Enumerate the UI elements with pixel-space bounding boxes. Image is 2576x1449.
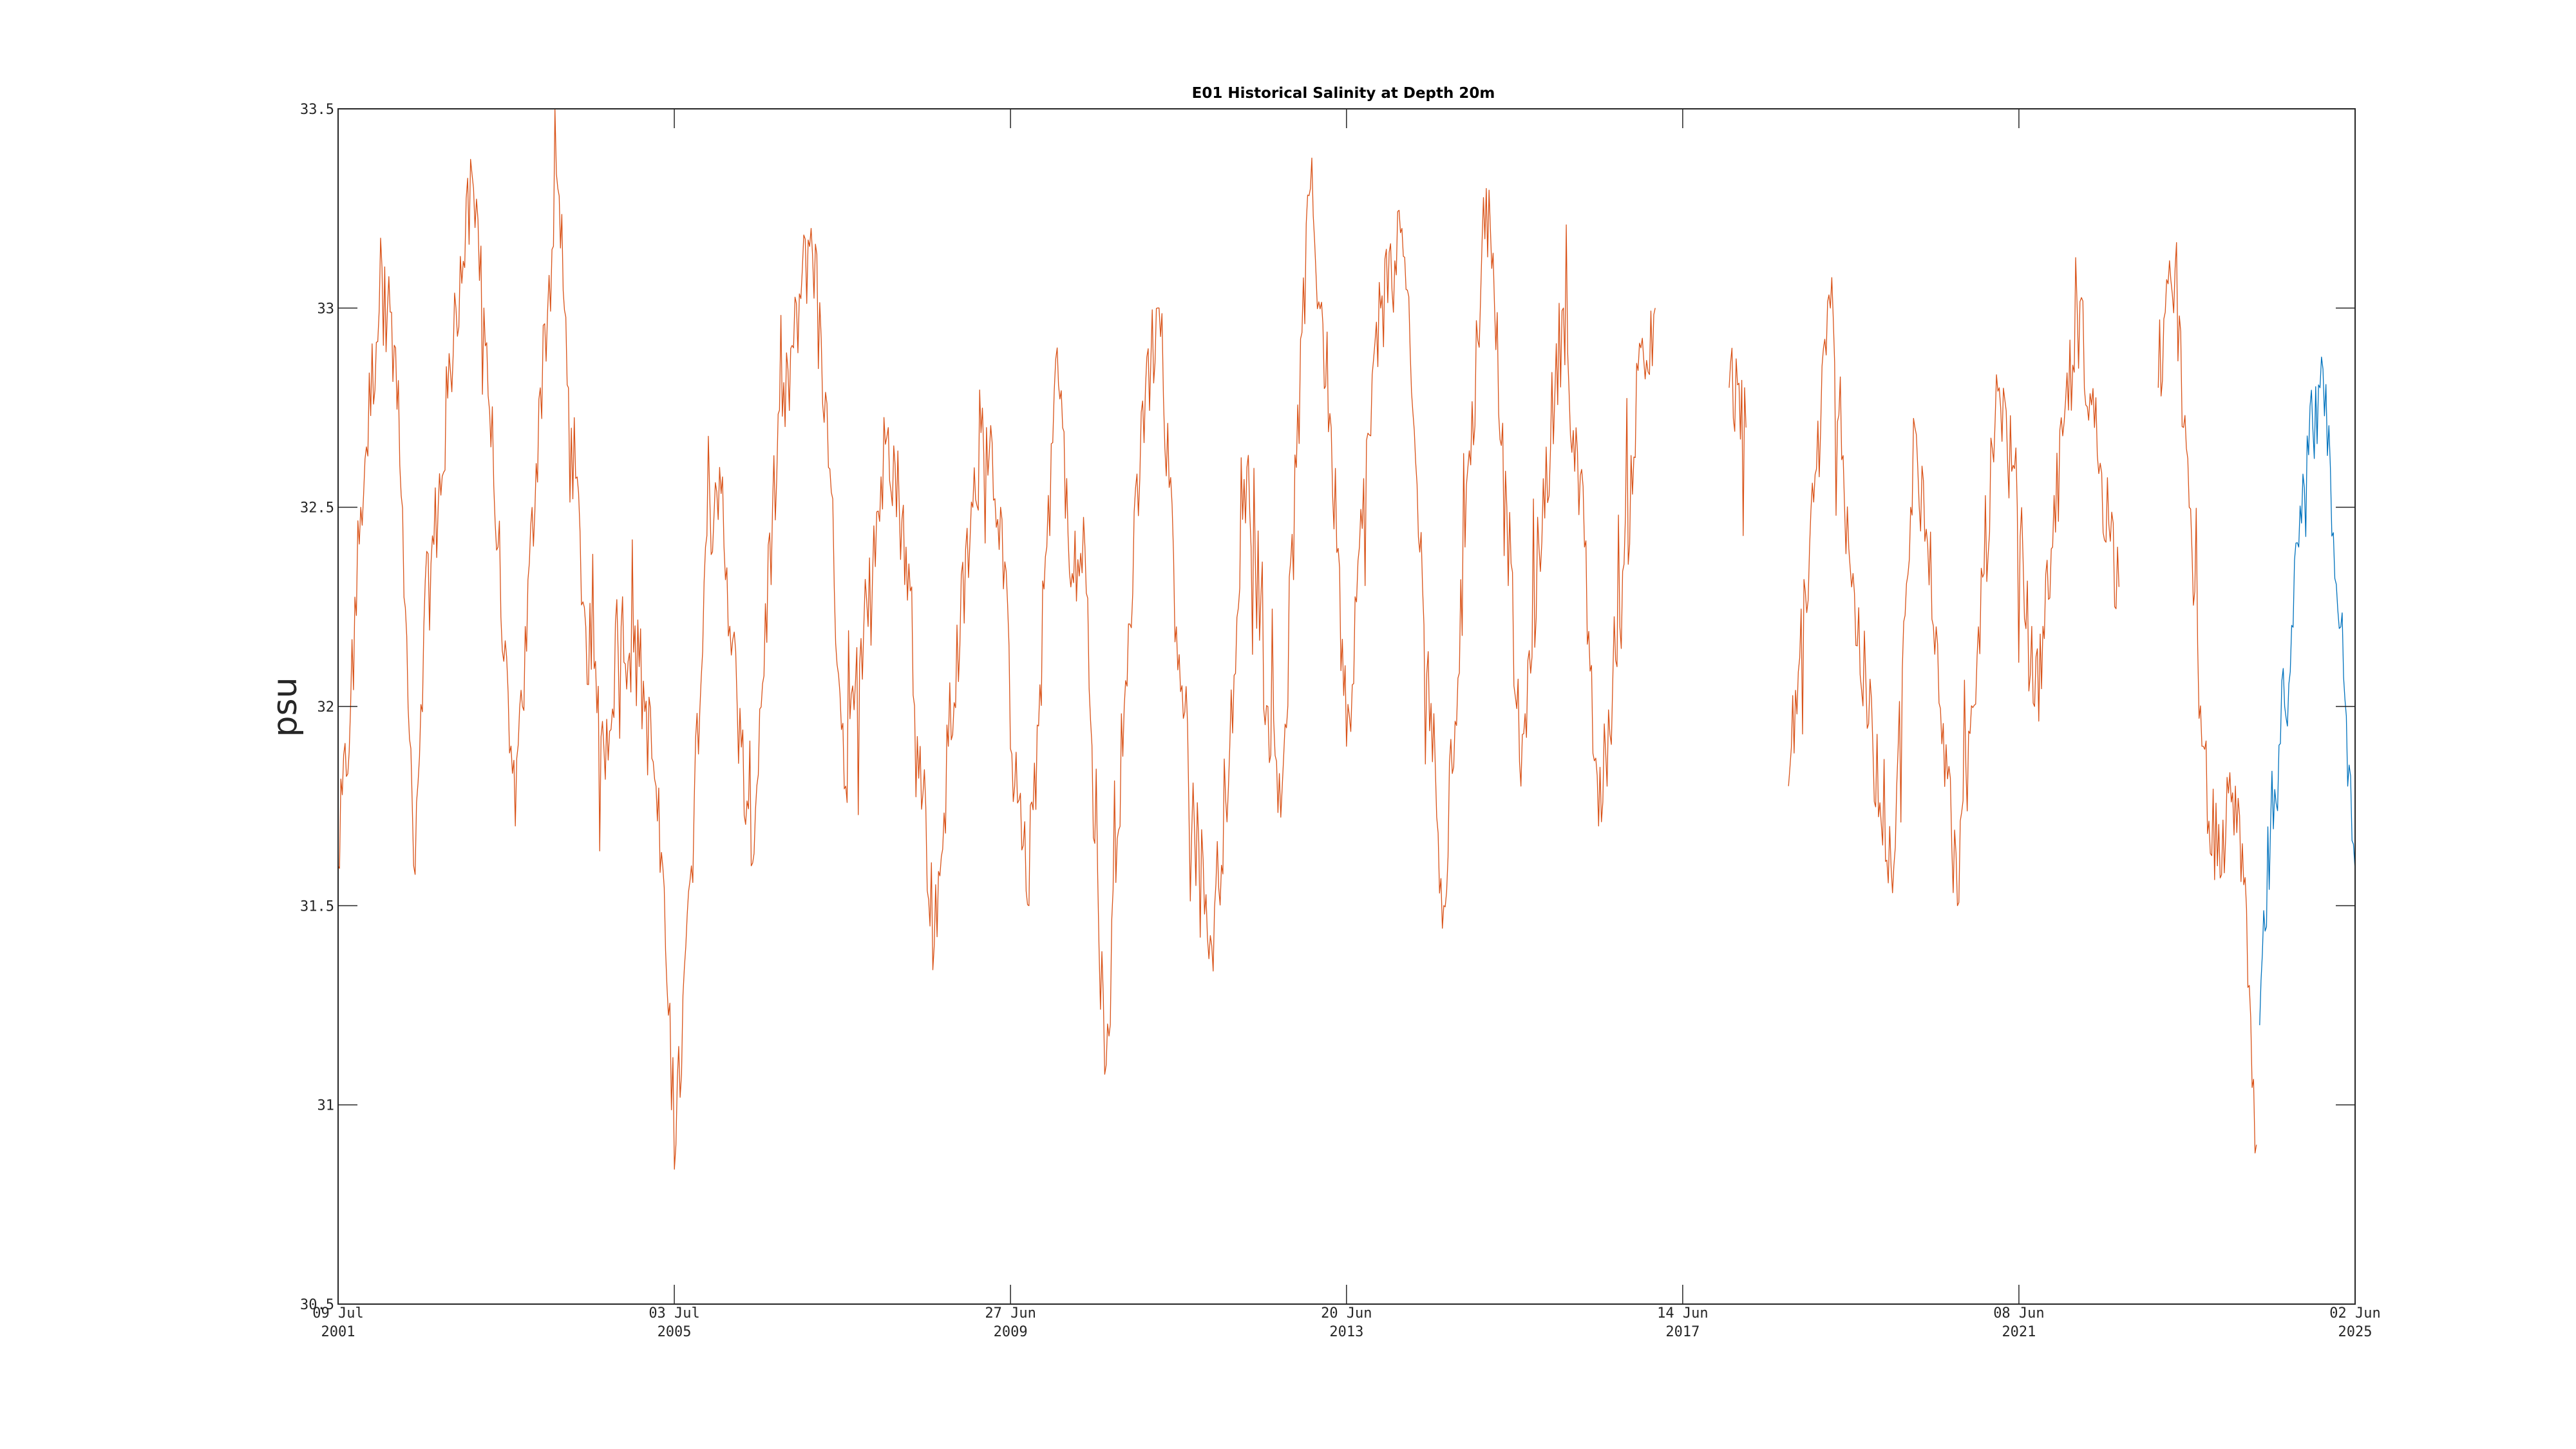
series-1 bbox=[337, 108, 2257, 1170]
chart-title: E01 Historical Salinity at Depth 20m bbox=[1192, 85, 1495, 102]
x-tick-label-year: 2013 bbox=[1329, 1324, 1363, 1340]
series-2-line-1 bbox=[2259, 356, 2356, 1025]
x-tick-label-year: 2001 bbox=[321, 1324, 355, 1340]
x-tick-label-year: 2025 bbox=[2338, 1324, 2372, 1340]
x-tick-label-year: 2009 bbox=[994, 1324, 1028, 1340]
x-tick-label-day: 27 Jun bbox=[985, 1305, 1036, 1321]
x-tick-label-year: 2017 bbox=[1665, 1324, 1700, 1340]
y-tick-label: 31 bbox=[317, 1098, 335, 1114]
series-1-line-3 bbox=[1788, 257, 2119, 906]
ticks-layer: 30.5 31 31.5 32 32.5 33 33.5 09 Jul 2001 03 Jul 20… bbox=[300, 102, 2381, 1340]
series-1-line-1 bbox=[337, 108, 1656, 1170]
x-tick-label-year: 2005 bbox=[658, 1324, 692, 1340]
series-1-line-4 bbox=[2157, 242, 2257, 1154]
x-tick-label-year: 2021 bbox=[2002, 1324, 2036, 1340]
y-tick-label: 33 bbox=[317, 301, 335, 317]
y-tick-label: 30.5 bbox=[300, 1297, 334, 1313]
x-tick-label-day: 14 Jun bbox=[1657, 1305, 1708, 1321]
y-axis-label: psu bbox=[266, 677, 305, 737]
series-1-line-2 bbox=[1728, 347, 1747, 536]
x-tick-label-day: 20 Jun bbox=[1321, 1305, 1372, 1321]
x-tick-label-day: 08 Jun bbox=[1993, 1305, 2044, 1321]
y-tick-label: 32 bbox=[317, 699, 335, 715]
series-2 bbox=[2259, 356, 2356, 1025]
y-tick-label: 33.5 bbox=[300, 102, 334, 118]
x-tick-label-day: 09 Jul bbox=[312, 1305, 363, 1321]
y-tick-label: 32.5 bbox=[300, 500, 334, 516]
series-layer bbox=[337, 108, 2356, 1170]
y-tick-label: 31.5 bbox=[300, 898, 334, 914]
x-tick-label-day: 03 Jul bbox=[649, 1305, 699, 1321]
plot-area: 30.5 31 31.5 32 32.5 33 33.5 09 Jul 2001 03 Jul 20… bbox=[300, 102, 2381, 1340]
axes-frame bbox=[337, 108, 2356, 1305]
x-tick-label-day: 02 Jun bbox=[2329, 1305, 2380, 1321]
